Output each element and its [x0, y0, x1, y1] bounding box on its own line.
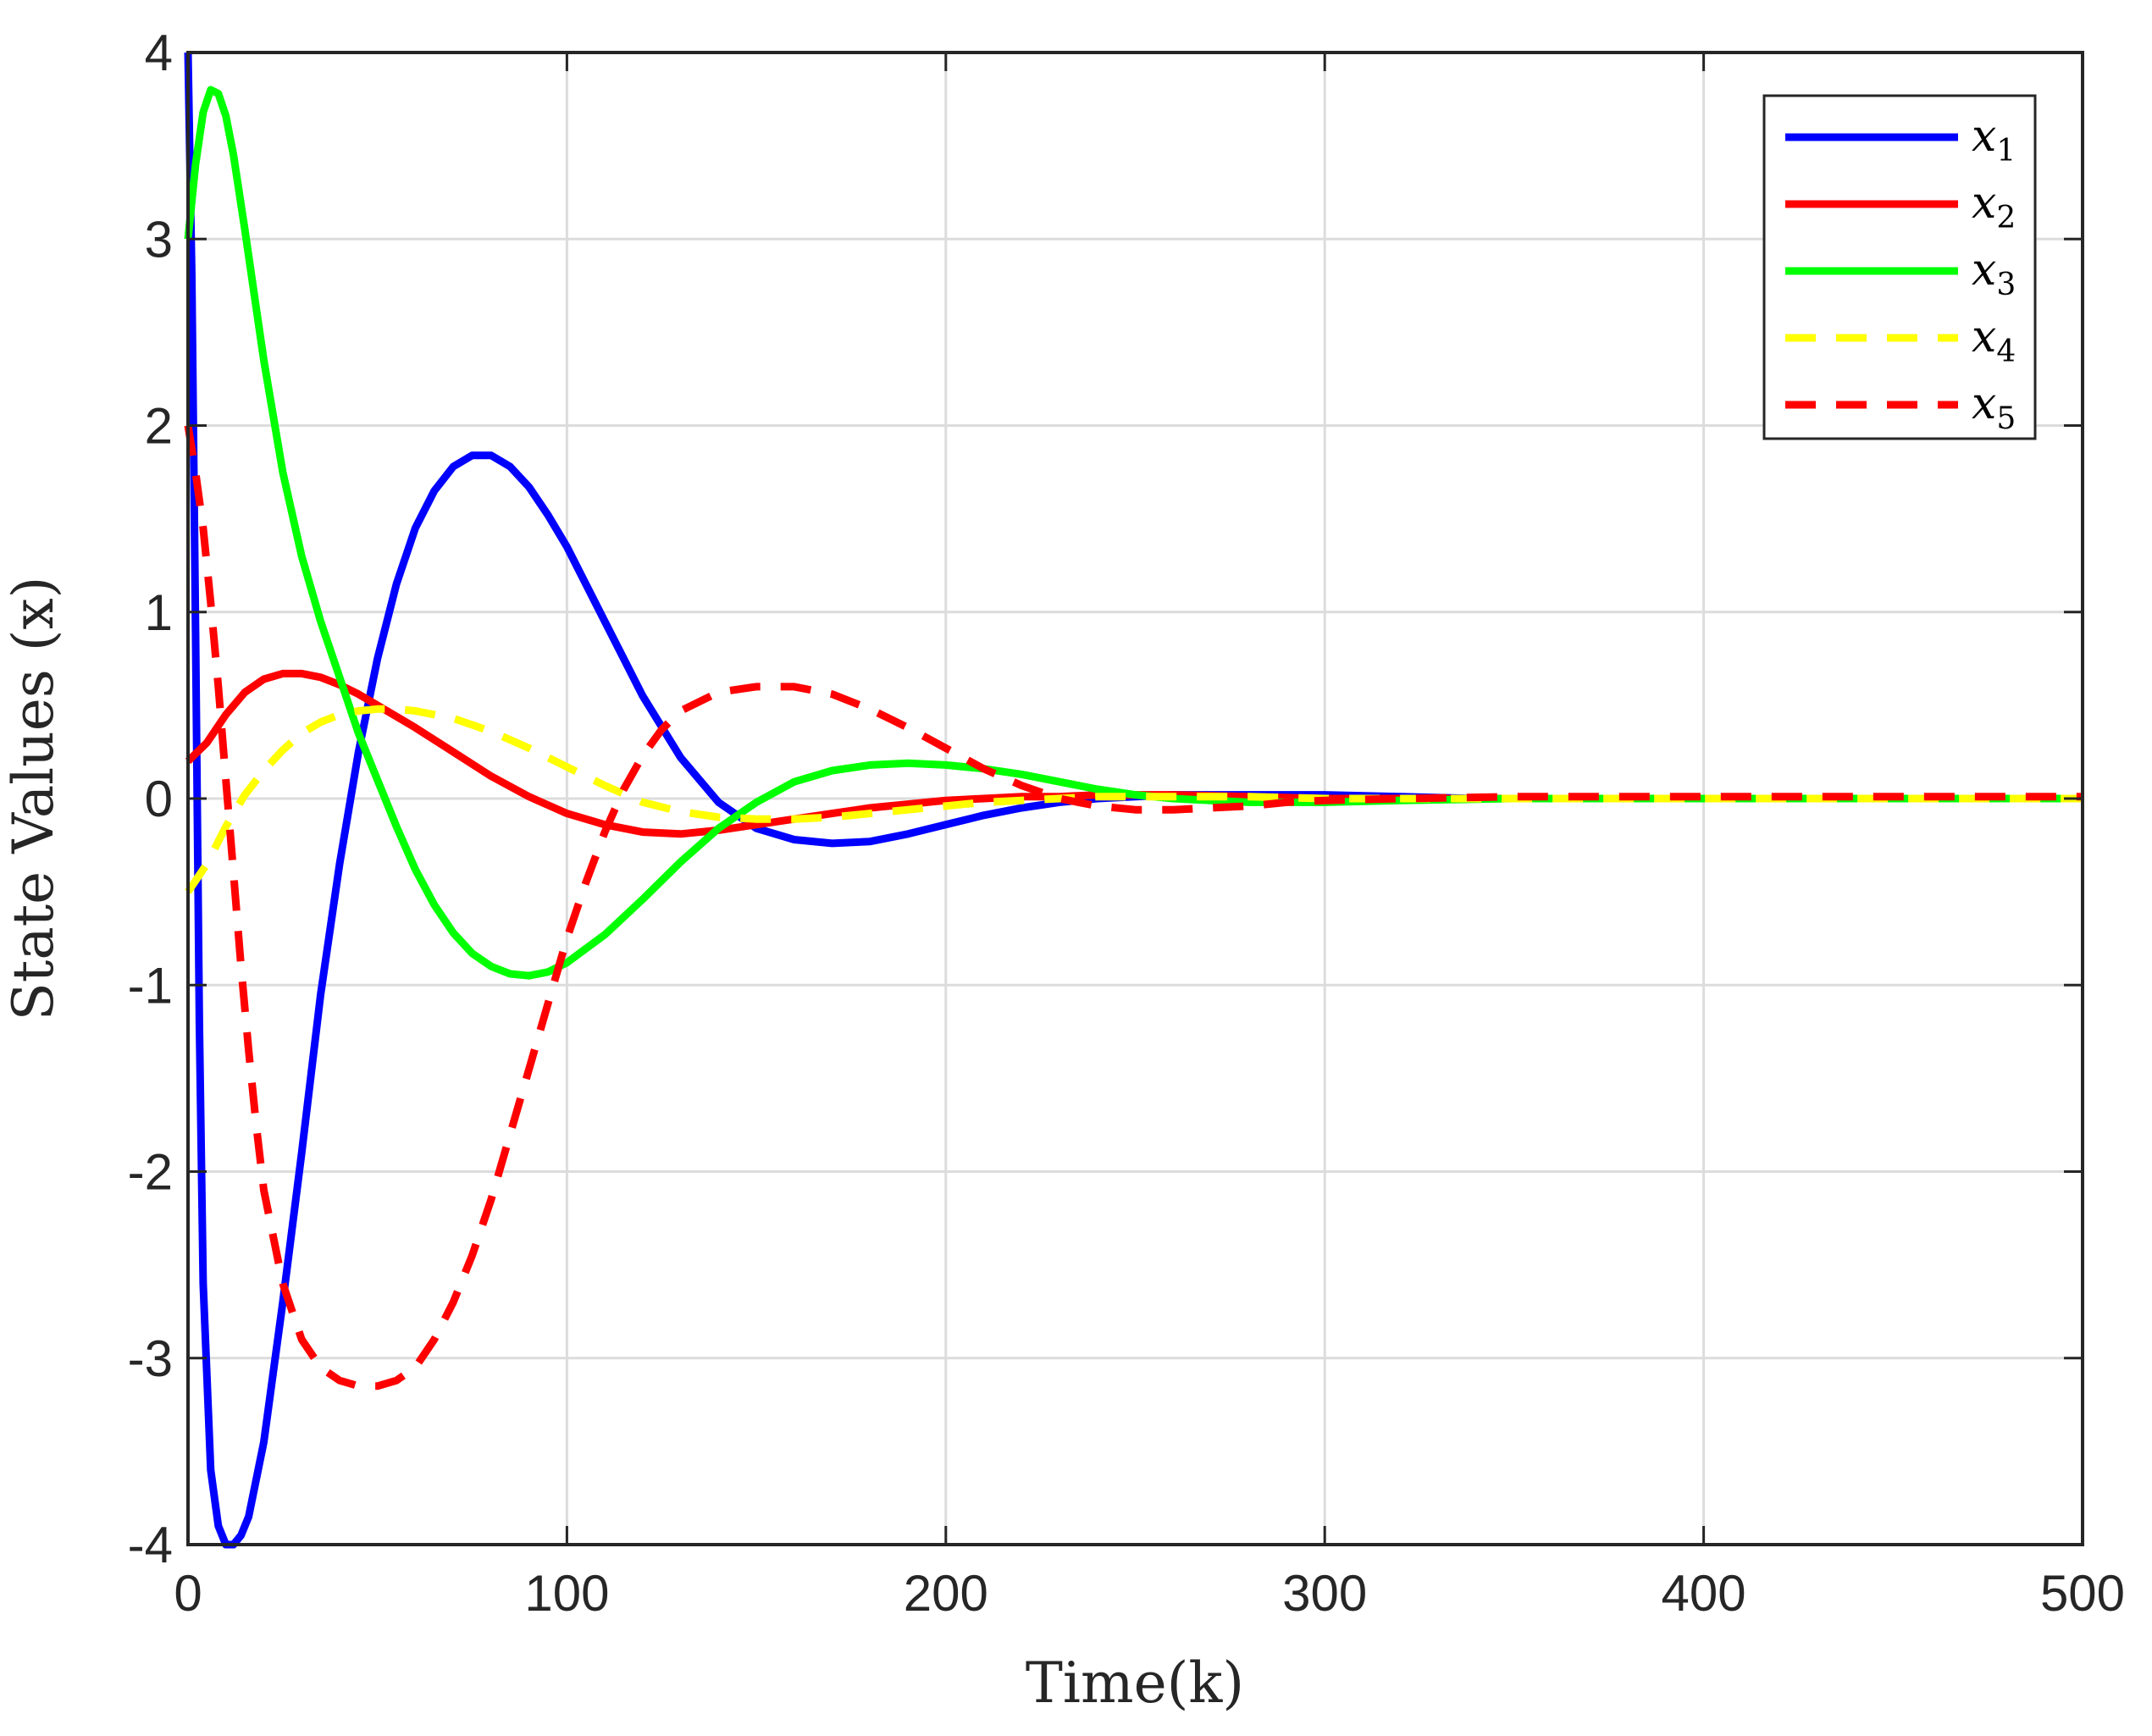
legend-label-x3: x3	[1972, 245, 2016, 302]
x-tick-label: 500	[2040, 1565, 2125, 1622]
y-tick-label: 4	[145, 25, 173, 81]
x-axis-label: Time(k)	[1026, 1650, 1244, 1716]
y-axis-label: State Values (x)	[1, 577, 66, 1021]
series-line-x5	[184, 424, 2083, 1390]
series-line-x4	[185, 705, 2083, 894]
x-tick-labels: 0 100 200 300 400 500	[174, 1565, 2125, 1622]
y-tick-label: 1	[145, 584, 173, 641]
y-tick-labels: -4 -3 -2 -1 0 1 2 3 4	[128, 25, 173, 1573]
y-tick-label: -3	[128, 1330, 173, 1387]
x-tick-label: 200	[904, 1565, 988, 1622]
y-tick-label: -4	[128, 1517, 173, 1573]
x-tick-label: 0	[174, 1565, 202, 1622]
y-tick-label: -1	[128, 957, 173, 1014]
legend-label-x2: x2	[1972, 178, 2016, 235]
x-tick-label: 100	[524, 1565, 609, 1622]
x-tick-label: 300	[1282, 1565, 1367, 1622]
legend-label-x1: x1	[1972, 111, 2016, 169]
legend-label-x5: x5	[1972, 379, 2016, 436]
legend: x1 x2 x3 x4 x5	[1762, 94, 2037, 440]
legend-label-x4: x4	[1972, 312, 2016, 369]
y-tick-label: 2	[145, 398, 173, 455]
y-tick-label: 3	[145, 211, 173, 268]
y-tick-label: -2	[128, 1144, 173, 1201]
y-tick-label: 0	[145, 771, 173, 827]
series-lines	[184, 52, 2083, 1549]
tick-marks	[186, 51, 2084, 1546]
x-tick-label: 400	[1662, 1565, 1746, 1622]
